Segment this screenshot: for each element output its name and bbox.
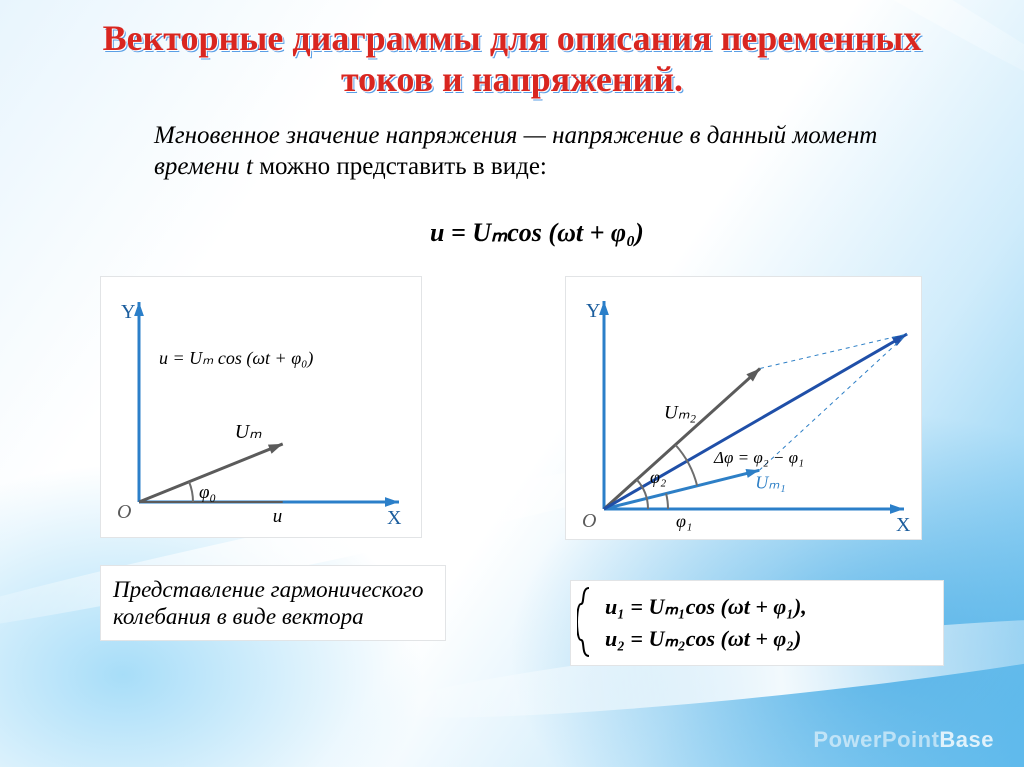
system-line-1: u₁ = Uₘ₁cos (ωt + φ₁), xyxy=(605,591,939,623)
main-formula: u = Uₘcos (ωt + φ₀) xyxy=(430,218,644,248)
watermark: PowerPointBase xyxy=(813,727,994,753)
svg-text:φ₁: φ₁ xyxy=(676,511,692,531)
svg-text:u = Uₘ cos (ωt + φ₀): u = Uₘ cos (ωt + φ₀) xyxy=(159,348,313,369)
intro-paragraph: Мгновенное значение напряжения — напряже… xyxy=(154,120,894,183)
svg-text:O: O xyxy=(117,501,131,523)
system-line-2: u₂ = Uₘ₂cos (ωt + φ₂) xyxy=(605,623,939,655)
slide: Векторные диаграммы для описания перемен… xyxy=(0,0,1024,767)
left-vector-panel: Y X Ou = Uₘ cos (ωt + φ₀) Uₘ φ₀ u xyxy=(100,276,422,538)
svg-text:u: u xyxy=(273,506,283,527)
svg-text:Uₘ₂: Uₘ₂ xyxy=(664,402,697,423)
left-caption: Представление гармонического колебания в… xyxy=(100,565,446,641)
svg-text:Δφ = φ₂ − φ₁: Δφ = φ₂ − φ₁ xyxy=(713,448,804,467)
left-vector-svg: Y X Ou = Uₘ cos (ωt + φ₀) Uₘ φ₀ u xyxy=(101,277,421,537)
svg-text:O: O xyxy=(582,510,596,532)
svg-text:Y: Y xyxy=(586,300,600,322)
svg-text:φ₀: φ₀ xyxy=(199,482,216,503)
svg-text:X: X xyxy=(387,507,402,529)
svg-text:Uₘ: Uₘ xyxy=(235,421,262,443)
right-vector-panel: Y X O Uₘ₁ Uₘ₂ φ₁ φ₂ Δφ = φ₂ − φ₁ xyxy=(565,276,922,540)
system-equations: u₁ = Uₘ₁cos (ωt + φ₁), u₂ = Uₘ₂cos (ωt +… xyxy=(570,580,944,666)
svg-text:φ₂: φ₂ xyxy=(650,467,666,487)
svg-text:Y: Y xyxy=(121,301,135,323)
para-tail: можно представить в виде: xyxy=(259,153,547,180)
svg-text:X: X xyxy=(896,514,911,536)
svg-text:Uₘ₁: Uₘ₁ xyxy=(755,472,785,492)
watermark-a: PowerPoint xyxy=(813,727,939,752)
slide-title: Векторные диаграммы для описания перемен… xyxy=(0,18,1024,101)
right-vector-svg: Y X O Uₘ₁ Uₘ₂ φ₁ φ₂ Δφ = φ₂ − φ₁ xyxy=(566,277,921,539)
brace-icon xyxy=(577,587,591,657)
watermark-b: Base xyxy=(939,727,994,752)
